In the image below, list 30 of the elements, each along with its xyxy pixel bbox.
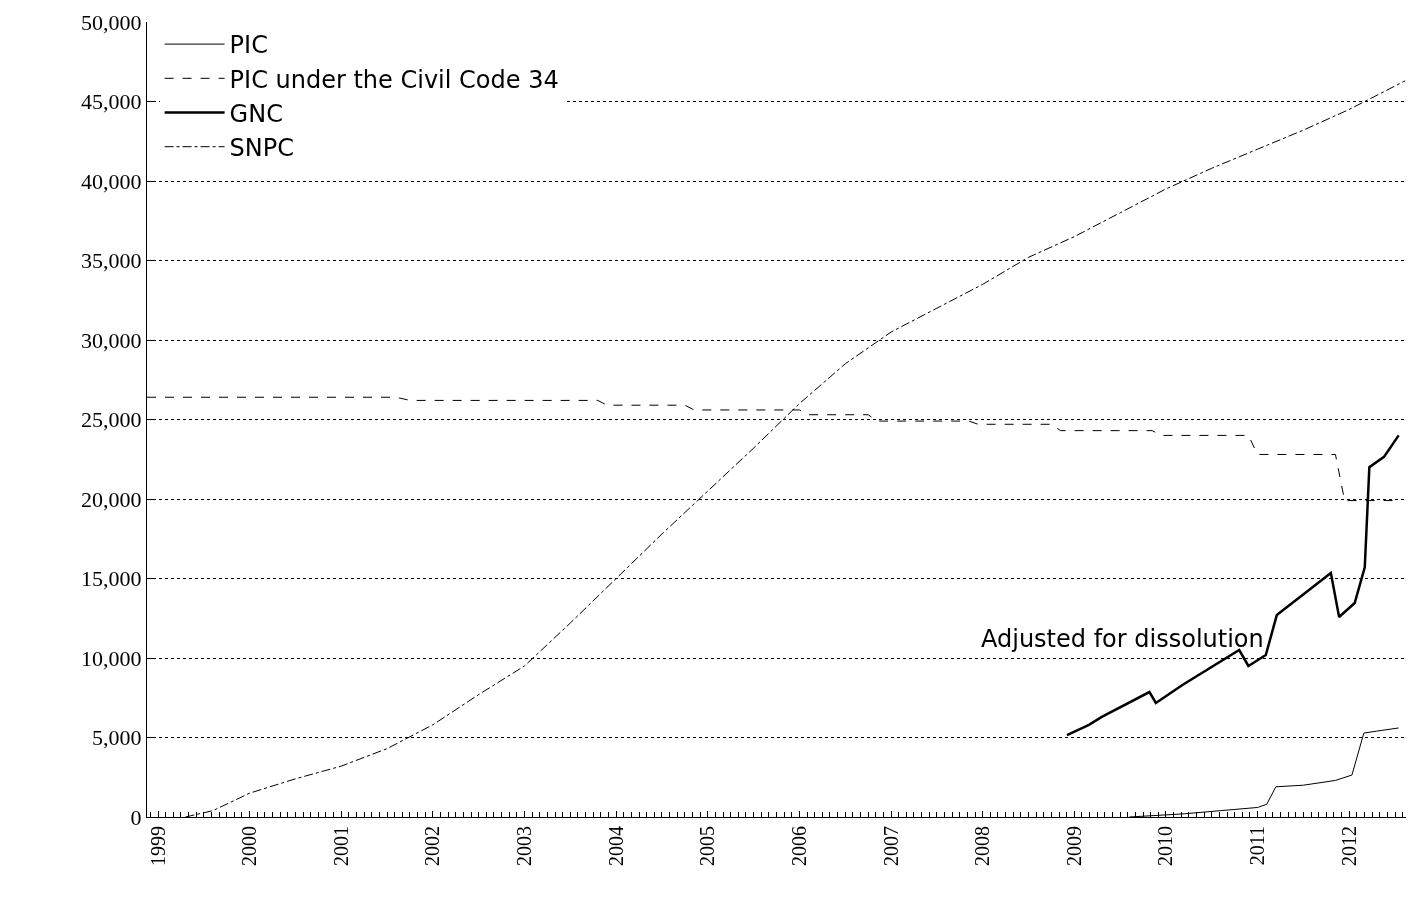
legend-label: GNC xyxy=(229,99,283,128)
x-tick-label: 2000 xyxy=(238,826,261,866)
x-tick-label: 2008 xyxy=(971,826,994,866)
x-tick-label: 2007 xyxy=(879,826,902,866)
legend-label: SNPC xyxy=(229,134,295,163)
y-tick-label: 25,000 xyxy=(81,407,142,433)
annotation: Adjusted for dissolution xyxy=(981,625,1264,653)
y-tick-label: 35,000 xyxy=(81,248,142,274)
x-tick-label: 2006 xyxy=(787,826,810,866)
y-tick-label: 45,000 xyxy=(81,89,142,115)
x-tick-label: 2004 xyxy=(604,826,627,866)
y-tick-label: 5,000 xyxy=(92,725,142,751)
x-tick-label: 2001 xyxy=(329,826,352,866)
y-tick-label: 30,000 xyxy=(81,327,142,353)
y-tick-label: 0 xyxy=(130,804,142,830)
x-tick-label: 2009 xyxy=(1062,826,1085,866)
x-tick-label: 1999 xyxy=(146,826,169,866)
x-tick-label: 2011 xyxy=(1246,826,1269,866)
y-tick-label: 10,000 xyxy=(81,645,142,671)
y-tick-label: 20,000 xyxy=(81,486,142,512)
x-tick-label: 2012 xyxy=(1337,826,1360,866)
y-tick-label: 50,000 xyxy=(81,9,142,35)
legend-label: PIC under the Civil Code 34 xyxy=(229,65,559,94)
x-tick-label: 2003 xyxy=(513,826,536,866)
y-tick-label: 40,000 xyxy=(81,168,142,194)
y-tick-label: 15,000 xyxy=(81,566,142,592)
x-tick-label: 2010 xyxy=(1154,826,1177,866)
legend-label: PIC xyxy=(229,31,268,60)
x-tick-label: 2005 xyxy=(696,826,719,866)
x-tick-label: 2002 xyxy=(421,826,444,866)
